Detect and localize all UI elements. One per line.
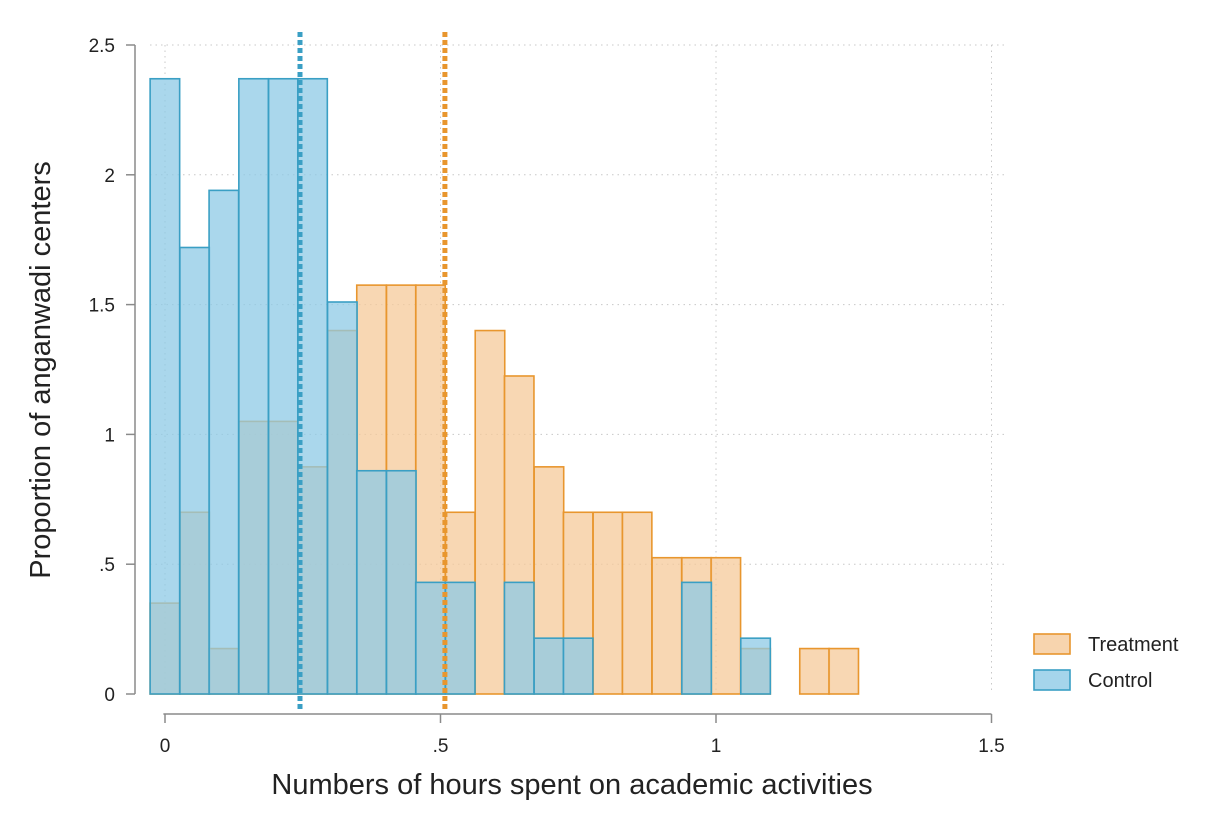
treatment-bar [474, 329, 506, 695]
x-axis-title: Numbers of hours spent on academic activ… [271, 769, 872, 801]
y-tick-label: 2 [104, 166, 115, 187]
control-bars [149, 77, 772, 695]
control-bar [355, 469, 388, 695]
control-bar [385, 469, 417, 695]
control-bar [739, 637, 772, 695]
control-bar [562, 637, 594, 695]
control-bar [179, 246, 211, 695]
tick-labels: 0 .5 1 1.5 2 2.5 0 .5 1 1.5 [89, 36, 1005, 757]
control-bar [238, 77, 270, 695]
control-bar [326, 301, 358, 695]
y-tick-label: .5 [99, 555, 115, 576]
treatment-bar [710, 556, 742, 695]
control-bar [414, 581, 447, 695]
y-tick-label: 0 [104, 685, 115, 706]
control-bar [267, 77, 299, 695]
treatment-bar [798, 647, 831, 695]
control-bar [503, 581, 535, 695]
x-tick-label: 0 [160, 736, 171, 757]
legend-swatch-control [1033, 669, 1071, 691]
y-tick-label: 2.5 [89, 36, 115, 57]
mean-lines [297, 32, 448, 712]
control-bar [444, 581, 476, 695]
treatment-bar [828, 647, 860, 695]
treatment-bar [592, 511, 624, 695]
y-tick-label: 1 [104, 425, 115, 446]
legend-swatch-treatment [1033, 633, 1071, 655]
x-tick-label: 1 [711, 736, 722, 757]
control-bar [208, 189, 240, 695]
control-bar [681, 581, 713, 695]
control-bar [296, 77, 329, 695]
control-bar [149, 77, 181, 695]
treatment-bar [621, 511, 653, 695]
legend-label-control: Control [1088, 670, 1152, 692]
y-tick-label: 1.5 [89, 296, 115, 317]
x-tick-label: .5 [433, 736, 449, 757]
treatment-bar [651, 556, 683, 695]
x-tick-label: 1.5 [978, 736, 1004, 757]
legend-label-treatment: Treatment [1088, 634, 1179, 656]
y-axis-title: Proportion of anganwadi centers [25, 161, 57, 579]
control-bar [533, 637, 565, 695]
legend: Treatment Control [1033, 633, 1179, 692]
axes [126, 44, 993, 723]
